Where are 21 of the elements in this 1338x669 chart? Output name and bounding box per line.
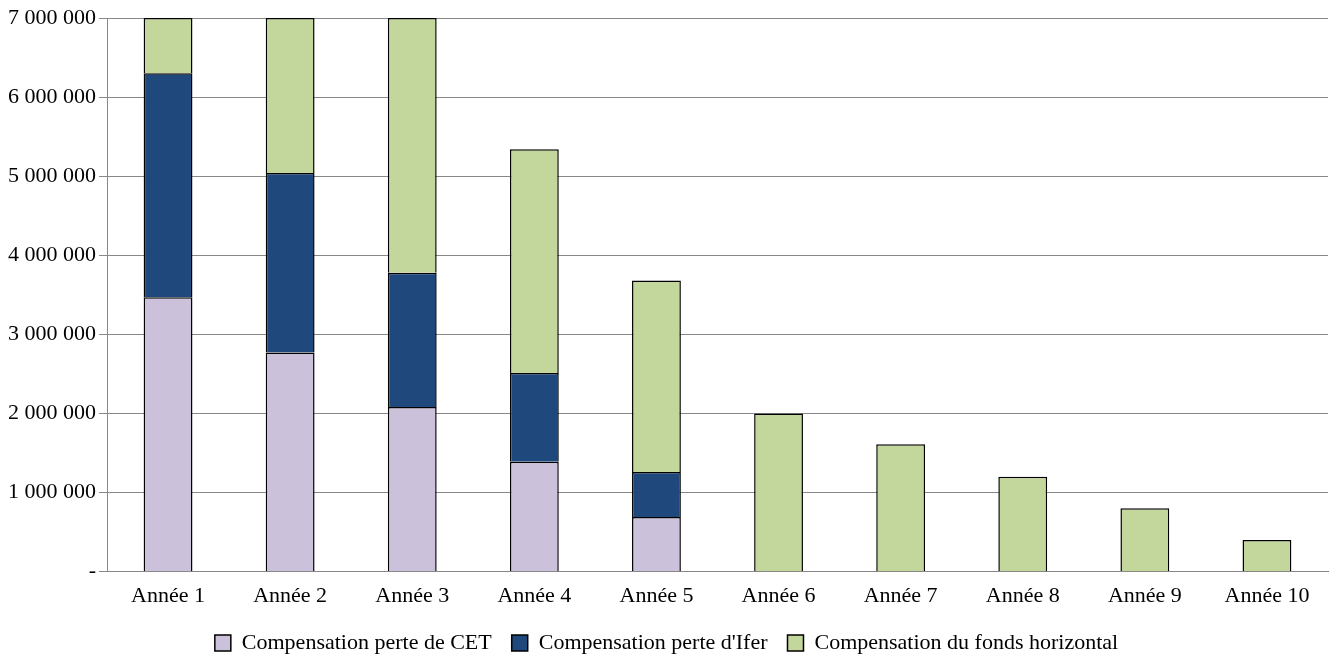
y-tick-label: 3 000 000: [8, 320, 96, 346]
y-tick-label: 5 000 000: [8, 161, 96, 187]
legend-label: Compensation perte d'Ifer: [538, 628, 769, 654]
x-tick-label: Année 6: [741, 581, 816, 607]
legend-label: Compensation perte de CET: [241, 628, 493, 654]
x-tick-label: Année 10: [1224, 581, 1310, 607]
x-tick-label: Année 7: [863, 581, 938, 607]
y-tick-label: 1 000 000: [8, 478, 96, 504]
y-tick-label: 4 000 000: [8, 241, 96, 267]
x-tick-label: Année 8: [985, 581, 1060, 607]
y-tick-label: -: [88, 557, 96, 583]
x-tick-label: Année 5: [619, 581, 694, 607]
y-tick-label: 7 000 000: [8, 3, 96, 29]
x-tick-label: Année 1: [131, 581, 206, 607]
x-tick-label: Année 9: [1107, 581, 1182, 607]
y-tick-label: 2 000 000: [8, 399, 96, 425]
x-tick-label: Année 2: [253, 581, 328, 607]
y-tick-label: 6 000 000: [8, 82, 96, 108]
legend-label: Compensation du fonds horizontal: [814, 628, 1119, 654]
x-tick-label: Année 3: [375, 581, 450, 607]
x-tick-label: Année 4: [497, 581, 572, 607]
